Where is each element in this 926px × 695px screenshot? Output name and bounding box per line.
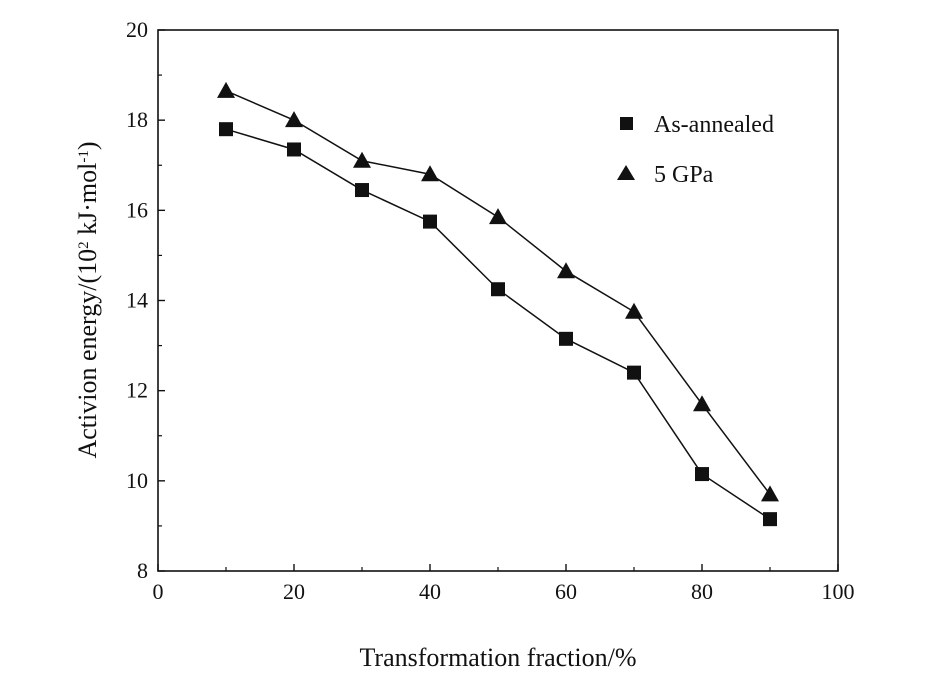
legend: As-annealed 5 GPa: [617, 112, 774, 188]
x-tick-label: 20: [283, 579, 305, 604]
axis-ticks: 0 20 40 60 80 100 8 10 12 14 16 18 20: [126, 17, 855, 604]
y-axis-title-main: Activion energy/(10: [73, 249, 102, 459]
data-point-as-annealed: [763, 512, 777, 527]
legend-marker-square: [620, 117, 633, 130]
data-point-5-gpa: [421, 165, 439, 182]
data-point-5-gpa: [217, 81, 235, 98]
y-tick-label: 8: [137, 558, 148, 583]
data-point-as-annealed: [559, 331, 573, 346]
legend-marker-triangle: [617, 165, 635, 180]
x-tick-label: 60: [555, 579, 577, 604]
data-point-5-gpa: [625, 302, 643, 319]
series-layer: [217, 81, 779, 527]
y-axis-title-end: ): [73, 141, 102, 150]
data-point-as-annealed: [695, 467, 709, 482]
data-point-5-gpa: [761, 485, 779, 502]
legend-label-5gpa: 5 GPa: [654, 162, 714, 188]
legend-label-as-annealed: As-annealed: [654, 112, 774, 138]
y-tick-label: 12: [126, 378, 148, 403]
y-tick-label: 20: [126, 17, 148, 42]
data-point-5-gpa: [693, 395, 711, 412]
y-axis-title-sup1: 2: [76, 241, 92, 249]
data-point-as-annealed: [287, 142, 301, 157]
y-tick-label: 18: [126, 107, 148, 132]
y-tick-label: 14: [126, 288, 148, 313]
y-axis-title-mid: kJ·mol: [73, 163, 102, 242]
x-tick-label: 0: [153, 579, 164, 604]
x-tick-label: 40: [419, 579, 441, 604]
data-point-5-gpa: [557, 262, 575, 279]
y-axis-title: Activion energy/(102 kJ·mol-1): [73, 141, 102, 458]
data-point-as-annealed: [627, 365, 641, 380]
data-point-5-gpa: [285, 111, 303, 128]
data-point-as-annealed: [423, 214, 437, 229]
data-point-as-annealed: [219, 122, 233, 137]
x-axis-title: Transformation fraction/%: [359, 643, 636, 672]
x-tick-label: 80: [691, 579, 713, 604]
x-tick-label: 100: [822, 579, 855, 604]
data-point-5-gpa: [489, 208, 507, 225]
y-axis-title-sup2: -1: [76, 150, 92, 163]
data-point-as-annealed: [491, 282, 505, 297]
y-tick-label: 10: [126, 468, 148, 493]
data-point-as-annealed: [355, 183, 369, 198]
y-tick-label: 16: [126, 197, 148, 222]
data-point-5-gpa: [353, 151, 371, 168]
